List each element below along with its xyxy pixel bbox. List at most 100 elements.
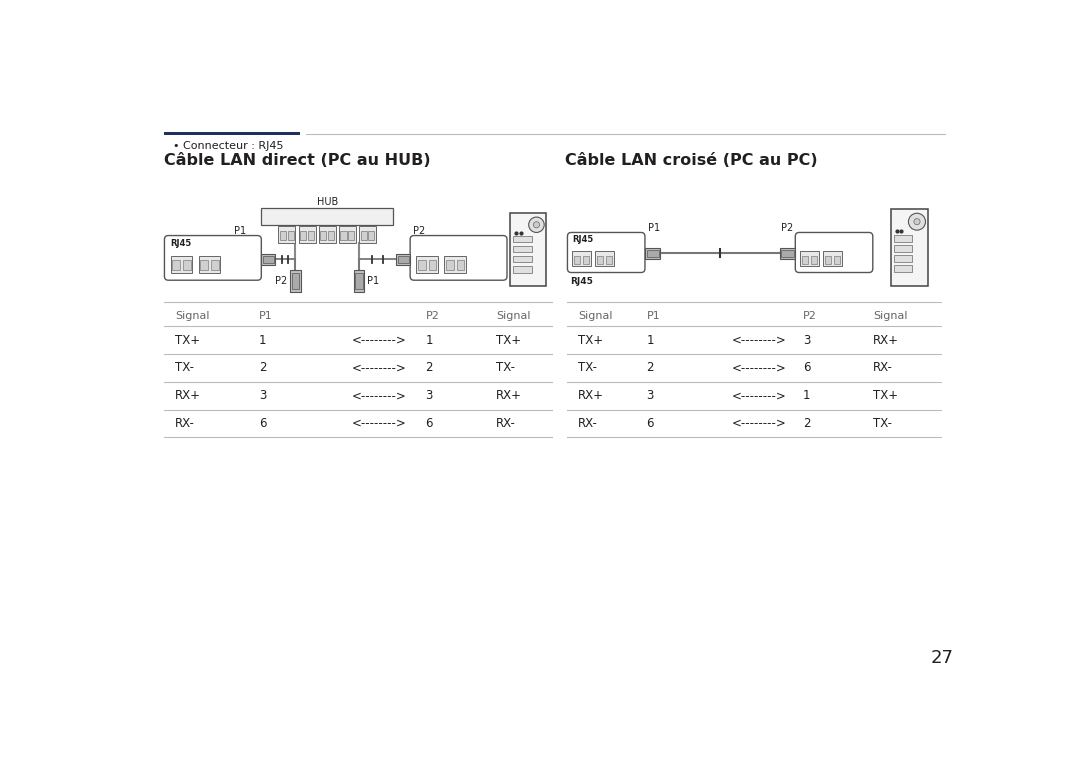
- Text: 3: 3: [647, 389, 653, 402]
- Text: Câble LAN direct (PC au HUB): Câble LAN direct (PC au HUB): [164, 153, 431, 168]
- Bar: [513, 256, 531, 262]
- Bar: [583, 256, 590, 264]
- Bar: [200, 260, 207, 270]
- Bar: [340, 231, 347, 240]
- Text: <-------->: <-------->: [352, 389, 407, 402]
- Bar: [513, 246, 531, 253]
- Text: Signal: Signal: [873, 311, 907, 320]
- Text: RX-: RX-: [175, 417, 195, 430]
- Circle shape: [534, 222, 540, 228]
- Bar: [510, 213, 545, 286]
- Text: Signal: Signal: [578, 311, 612, 320]
- Text: 3: 3: [804, 333, 810, 346]
- Text: <-------->: <-------->: [352, 362, 407, 375]
- FancyBboxPatch shape: [567, 233, 645, 272]
- FancyBboxPatch shape: [795, 233, 873, 272]
- Bar: [834, 256, 840, 264]
- Bar: [348, 231, 354, 240]
- Text: RX-: RX-: [873, 362, 893, 375]
- Circle shape: [914, 219, 920, 225]
- Text: Connecteur : RJ45: Connecteur : RJ45: [183, 141, 284, 151]
- Text: TX-: TX-: [175, 362, 194, 375]
- Text: <-------->: <-------->: [732, 389, 786, 402]
- Text: P2: P2: [781, 223, 794, 233]
- Text: 3: 3: [259, 389, 267, 402]
- Circle shape: [908, 213, 926, 230]
- Bar: [319, 227, 336, 243]
- Text: TX-: TX-: [578, 362, 597, 375]
- Text: P1: P1: [234, 226, 246, 236]
- Bar: [811, 256, 816, 264]
- Text: RX+: RX+: [496, 389, 522, 402]
- Text: 2: 2: [647, 362, 654, 375]
- Bar: [894, 245, 913, 252]
- Text: 2: 2: [259, 362, 267, 375]
- Text: P1: P1: [648, 223, 660, 233]
- Bar: [825, 256, 831, 264]
- Text: 6: 6: [259, 417, 267, 430]
- Text: 27: 27: [931, 649, 954, 667]
- Bar: [353, 270, 364, 291]
- Text: 1: 1: [804, 389, 811, 402]
- Bar: [292, 272, 299, 289]
- Text: •: •: [172, 141, 178, 151]
- Bar: [261, 208, 393, 225]
- Bar: [573, 256, 580, 264]
- FancyBboxPatch shape: [164, 236, 261, 280]
- Text: P1: P1: [367, 276, 380, 286]
- Bar: [444, 256, 465, 272]
- Text: <-------->: <-------->: [732, 362, 786, 375]
- Bar: [647, 250, 659, 257]
- Text: <-------->: <-------->: [352, 333, 407, 346]
- Bar: [894, 235, 913, 242]
- Bar: [396, 254, 410, 265]
- Bar: [321, 231, 326, 240]
- Text: P1: P1: [647, 311, 660, 320]
- Text: Signal: Signal: [496, 311, 530, 320]
- Bar: [171, 256, 192, 272]
- Bar: [164, 131, 300, 136]
- Bar: [262, 256, 273, 263]
- Bar: [300, 231, 307, 240]
- Text: P1: P1: [259, 311, 273, 320]
- Bar: [446, 260, 454, 270]
- Bar: [823, 251, 841, 266]
- Text: <-------->: <-------->: [732, 417, 786, 430]
- Bar: [361, 231, 367, 240]
- Bar: [397, 256, 408, 263]
- Text: P2: P2: [804, 311, 816, 320]
- Bar: [359, 227, 376, 243]
- Text: TX-: TX-: [496, 362, 515, 375]
- Bar: [183, 260, 191, 270]
- Text: TX+: TX+: [578, 333, 604, 346]
- Text: <-------->: <-------->: [352, 417, 407, 430]
- Bar: [894, 255, 913, 262]
- Bar: [800, 251, 819, 266]
- Text: TX+: TX+: [496, 333, 522, 346]
- Text: P2: P2: [414, 226, 426, 236]
- Text: P2: P2: [426, 311, 440, 320]
- Text: Câble LAN croisé (PC au PC): Câble LAN croisé (PC au PC): [565, 153, 818, 168]
- Text: RX+: RX+: [175, 389, 201, 402]
- Bar: [211, 260, 218, 270]
- Text: TX+: TX+: [873, 389, 897, 402]
- Bar: [261, 254, 275, 265]
- Text: 3: 3: [426, 389, 433, 402]
- Bar: [298, 227, 315, 243]
- Text: 1: 1: [259, 333, 267, 346]
- Text: RX+: RX+: [873, 333, 899, 346]
- Bar: [418, 260, 426, 270]
- Text: P2: P2: [274, 276, 287, 286]
- Bar: [894, 265, 913, 272]
- Bar: [308, 231, 314, 240]
- FancyBboxPatch shape: [410, 236, 507, 280]
- Bar: [513, 236, 531, 243]
- Bar: [891, 209, 928, 286]
- Text: HUB: HUB: [316, 197, 338, 207]
- Text: 1: 1: [426, 333, 433, 346]
- Bar: [606, 256, 612, 264]
- Bar: [780, 248, 795, 259]
- Text: <-------->: <-------->: [732, 333, 786, 346]
- Circle shape: [529, 217, 544, 233]
- Text: RX-: RX-: [496, 417, 516, 430]
